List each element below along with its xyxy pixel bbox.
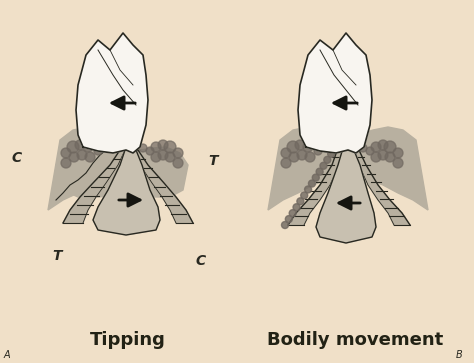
Text: T: T [52, 249, 62, 263]
Circle shape [301, 192, 308, 199]
Polygon shape [358, 127, 428, 210]
Circle shape [293, 204, 300, 211]
Polygon shape [93, 150, 160, 235]
Circle shape [385, 152, 395, 162]
Circle shape [366, 147, 374, 155]
Polygon shape [56, 147, 130, 197]
Circle shape [305, 152, 315, 162]
Polygon shape [268, 127, 338, 210]
Polygon shape [133, 147, 188, 197]
Circle shape [287, 141, 299, 153]
Text: B: B [456, 350, 463, 360]
Circle shape [378, 150, 388, 160]
Circle shape [309, 180, 315, 187]
Circle shape [94, 147, 102, 155]
Circle shape [320, 162, 327, 169]
Circle shape [305, 186, 311, 193]
Circle shape [173, 148, 183, 158]
Circle shape [297, 150, 307, 160]
Circle shape [297, 198, 304, 205]
Circle shape [378, 140, 388, 150]
Polygon shape [298, 33, 372, 153]
Text: C: C [196, 254, 206, 268]
Circle shape [312, 174, 319, 181]
Circle shape [371, 152, 381, 162]
Circle shape [102, 144, 110, 152]
Circle shape [281, 148, 291, 158]
Circle shape [146, 147, 154, 155]
Circle shape [384, 141, 396, 153]
Text: A: A [4, 350, 10, 360]
Circle shape [322, 144, 330, 152]
Circle shape [77, 150, 87, 160]
Circle shape [285, 216, 292, 223]
Circle shape [151, 152, 161, 162]
Text: Bodily movement: Bodily movement [267, 331, 443, 349]
Text: Tipping: Tipping [90, 331, 166, 349]
Text: C: C [12, 151, 22, 165]
Polygon shape [353, 148, 410, 225]
Circle shape [359, 144, 367, 152]
Circle shape [314, 147, 322, 155]
Circle shape [164, 141, 176, 153]
Circle shape [303, 142, 313, 152]
Circle shape [173, 158, 183, 168]
Circle shape [295, 140, 305, 150]
Circle shape [139, 144, 147, 152]
Circle shape [67, 141, 79, 153]
Circle shape [393, 158, 403, 168]
Circle shape [289, 210, 296, 217]
Circle shape [61, 158, 71, 168]
Polygon shape [76, 33, 148, 153]
Circle shape [282, 221, 289, 228]
Circle shape [165, 152, 175, 162]
Circle shape [83, 142, 93, 152]
Circle shape [393, 148, 403, 158]
Polygon shape [48, 127, 118, 210]
Polygon shape [63, 150, 125, 223]
Polygon shape [288, 148, 343, 225]
Circle shape [158, 150, 168, 160]
Circle shape [158, 140, 168, 150]
Polygon shape [316, 148, 376, 243]
Polygon shape [133, 150, 193, 223]
Circle shape [289, 152, 299, 162]
Circle shape [331, 144, 338, 151]
Circle shape [75, 140, 85, 150]
Circle shape [324, 156, 331, 163]
Circle shape [69, 152, 79, 162]
Circle shape [281, 158, 291, 168]
Circle shape [316, 168, 323, 175]
Circle shape [85, 152, 95, 162]
Circle shape [151, 142, 161, 152]
Text: T: T [208, 154, 218, 168]
Circle shape [328, 150, 335, 158]
Circle shape [61, 148, 71, 158]
Circle shape [371, 142, 381, 152]
